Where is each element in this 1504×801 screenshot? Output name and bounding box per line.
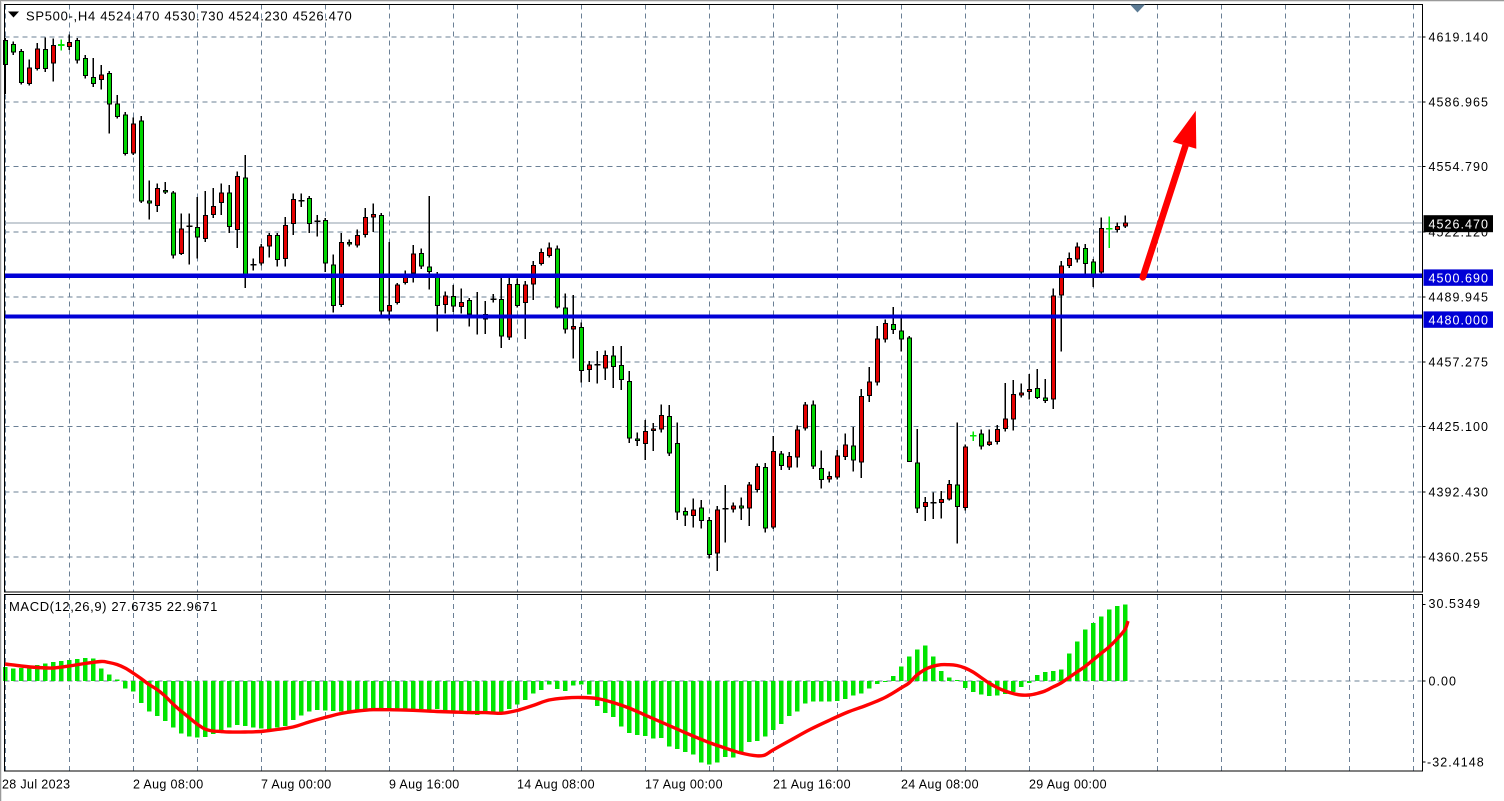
svg-text:4554.790: 4554.790 [1429,160,1490,174]
svg-text:9 Aug 16:00: 9 Aug 16:00 [389,778,460,792]
svg-text:4457.275: 4457.275 [1429,356,1490,370]
svg-text:4619.140: 4619.140 [1429,31,1490,45]
svg-text:SP500-,H4 4524.470 4530.730 4: SP500-,H4 4524.470 4530.730 4524.230 452… [26,8,352,23]
svg-text:4586.965: 4586.965 [1429,96,1490,110]
svg-text:28 Jul 2023: 28 Jul 2023 [2,778,71,792]
svg-text:17 Aug 00:00: 17 Aug 00:00 [645,778,723,792]
svg-text:MACD(12,26,9) 27.6735 22.9671: MACD(12,26,9) 27.6735 22.9671 [9,599,218,614]
svg-text:4480.000: 4480.000 [1429,313,1490,327]
svg-text:21 Aug 16:00: 21 Aug 16:00 [773,778,851,792]
svg-text:-32.4148: -32.4148 [1427,756,1485,770]
svg-text:2 Aug 08:00: 2 Aug 08:00 [133,778,204,792]
svg-text:4500.690: 4500.690 [1429,271,1490,285]
svg-text:4392.430: 4392.430 [1429,486,1490,500]
svg-text:29 Aug 00:00: 29 Aug 00:00 [1029,778,1107,792]
svg-text:4489.945: 4489.945 [1429,290,1490,304]
svg-text:14 Aug 08:00: 14 Aug 08:00 [517,778,595,792]
svg-text:24 Aug 08:00: 24 Aug 08:00 [901,778,979,792]
svg-text:4526.470: 4526.470 [1429,218,1490,232]
svg-text:4360.255: 4360.255 [1429,551,1490,565]
svg-text:4425.100: 4425.100 [1429,420,1490,434]
svg-text:30.5349: 30.5349 [1429,597,1482,611]
svg-text:0.00: 0.00 [1429,675,1458,689]
svg-text:7 Aug 00:00: 7 Aug 00:00 [261,778,332,792]
